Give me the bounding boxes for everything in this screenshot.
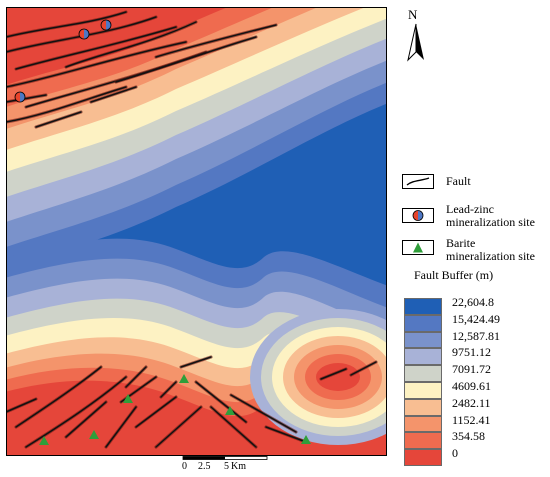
fault-line [320, 368, 347, 380]
buffer-class-swatch [404, 449, 442, 466]
fault-line-icon [402, 174, 434, 189]
legend-fault-label: Fault [446, 174, 471, 188]
fault-line [6, 11, 127, 38]
fault-line [6, 41, 187, 88]
buffer-color-ramp [404, 298, 442, 466]
buffer-class-swatch [404, 381, 442, 399]
lead-zinc-site [100, 19, 112, 31]
fault-line [15, 366, 102, 428]
buffer-class-label: 9751.12 [452, 345, 491, 360]
buffer-class-swatch [404, 432, 442, 450]
lead-zinc-outline [78, 28, 90, 40]
buffer-class-label: 4609.61 [452, 378, 491, 393]
north-arrow-icon [407, 23, 424, 62]
scale-tick-2-5: 2.5 [198, 461, 211, 472]
fault-line [35, 111, 82, 128]
lead-zinc-site [14, 91, 26, 103]
buffer-class-swatch [404, 298, 442, 315]
fault-line [105, 406, 137, 448]
fault-line [135, 396, 177, 428]
fault-buffer-map [6, 7, 387, 456]
buffer-class-label: 22,604.8 [452, 295, 494, 309]
fault-line [6, 86, 127, 123]
fault-line [350, 361, 377, 376]
fault-line [115, 36, 257, 83]
north-label: N [408, 7, 418, 22]
scale-bar: 0 2.5 5 Km [180, 456, 270, 476]
lead-zinc-half-blue [84, 29, 89, 39]
buffer-class-swatch [404, 331, 442, 349]
east-buffer-zone [316, 363, 360, 391]
fault-line [155, 24, 277, 58]
legend-lead-zinc-label-2: mineralization site [446, 215, 535, 229]
fault-line [65, 401, 107, 438]
fault-line [195, 381, 247, 423]
lead-zinc-half-red [79, 29, 84, 39]
map-canvas [6, 7, 387, 456]
barite-site [39, 436, 49, 445]
fault-line [230, 394, 297, 433]
barite-site [123, 394, 133, 403]
lead-zinc-outline [14, 91, 26, 103]
barite-site [89, 430, 99, 439]
map-border [6, 7, 387, 456]
legend: Fault Lead-zinc mineralization site Bari… [402, 170, 550, 470]
fault-line [160, 381, 177, 398]
lead-zinc-outline [100, 19, 112, 31]
fault-line [265, 426, 307, 443]
fault-line [90, 86, 137, 103]
barite-site [301, 435, 311, 444]
buffer-class-label: 1152.41 [452, 412, 491, 427]
lead-zinc-half-blue [20, 92, 25, 102]
buffer-legend-title: Fault Buffer (m) [414, 268, 494, 282]
buffer-class-label: 7091.72 [452, 362, 491, 377]
barite-site [225, 406, 235, 415]
fault-line [15, 26, 177, 70]
fault-line [155, 406, 202, 448]
fault-line [65, 21, 197, 68]
buffer-class-label: 15,424.49 [452, 311, 500, 326]
lead-zinc-half-blue [106, 20, 111, 30]
buffer-class-swatch [404, 415, 442, 433]
barite-site [179, 374, 189, 383]
lead-zinc-half-red [101, 20, 106, 30]
scale-unit: Km [231, 461, 246, 472]
lead-zinc-half-red [15, 92, 20, 102]
mineralization-sites [14, 19, 311, 445]
scale-tick-0: 0 [182, 461, 187, 472]
buffer-class-swatch [404, 314, 442, 332]
buffer-class-swatch [404, 348, 442, 366]
buffer-class-label: 12,587.81 [452, 328, 500, 343]
legend-lead-zinc-label-1: Lead-zinc [446, 202, 494, 216]
buffer-class-labels: 22,604.8 15,424.49 12,587.81 9751.12 7091.72… [452, 295, 500, 463]
legend-barite-label-2: mineralization site [446, 249, 535, 263]
barite-site-icon [402, 240, 434, 255]
fault-lines [6, 10, 378, 449]
fault-line [180, 356, 212, 368]
scale-tick-5: 5 [224, 461, 229, 472]
lead-zinc-site [78, 28, 90, 40]
fault-line [6, 94, 47, 103]
fault-line [6, 398, 37, 413]
buffer-class-label: 0 [452, 446, 458, 461]
buffer-class-swatch [404, 365, 442, 382]
buffer-class-label: 2482.11 [452, 395, 491, 410]
lead-zinc-site-icon [402, 208, 434, 223]
buffer-class-swatch [404, 398, 442, 416]
fault-line [210, 406, 257, 448]
buffer-class-label: 354.58 [452, 429, 485, 444]
fault-line [25, 376, 127, 448]
fault-line [125, 366, 147, 388]
legend-barite-label-1: Barite [446, 236, 476, 250]
